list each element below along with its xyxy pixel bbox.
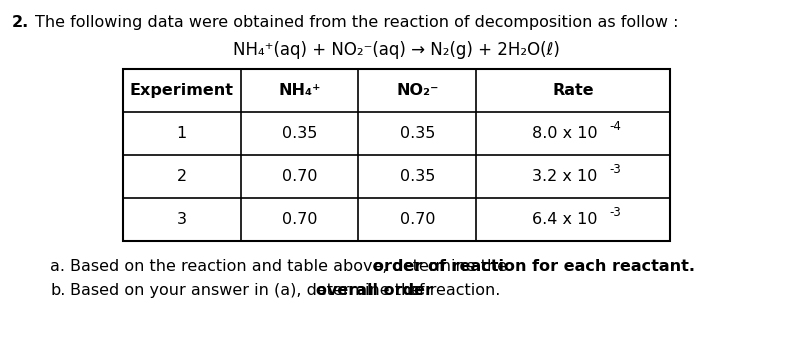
Text: 0.35: 0.35	[400, 126, 435, 141]
Text: 1: 1	[177, 126, 187, 141]
Text: 0.35: 0.35	[282, 126, 318, 141]
Text: The following data were obtained from the reaction of decomposition as follow :: The following data were obtained from th…	[35, 15, 679, 30]
Text: overall order: overall order	[316, 283, 433, 298]
Text: 0.70: 0.70	[399, 212, 435, 227]
Text: NO₂⁻: NO₂⁻	[396, 83, 439, 98]
Text: order of reaction for each reactant.: order of reaction for each reactant.	[373, 259, 695, 274]
Text: 2: 2	[177, 169, 187, 184]
Bar	[123, 69, 670, 241]
Text: NH₄⁺(aq) + NO₂⁻(aq) → N₂(g) + 2H₂O(ℓ): NH₄⁺(aq) + NO₂⁻(aq) → N₂(g) + 2H₂O(ℓ)	[233, 41, 559, 59]
Text: Rate: Rate	[552, 83, 594, 98]
Text: NH₄⁺: NH₄⁺	[278, 83, 321, 98]
Text: 0.70: 0.70	[282, 169, 318, 184]
Text: Based on your answer in (a), determine the: Based on your answer in (a), determine t…	[70, 283, 426, 298]
Text: 0.35: 0.35	[400, 169, 435, 184]
Text: a.: a.	[50, 259, 65, 274]
Text: 3: 3	[177, 212, 187, 227]
Text: Based on the reaction and table above, determine the: Based on the reaction and table above, d…	[70, 259, 512, 274]
Text: 2.: 2.	[12, 15, 29, 30]
Text: Experiment: Experiment	[130, 83, 234, 98]
Text: -3: -3	[609, 206, 621, 219]
Text: -3: -3	[609, 163, 621, 176]
Text: -4: -4	[609, 120, 621, 133]
Text: 0.70: 0.70	[282, 212, 318, 227]
Text: of reaction.: of reaction.	[405, 283, 501, 298]
Text: 6.4 x 10: 6.4 x 10	[532, 212, 598, 227]
Text: 3.2 x 10: 3.2 x 10	[532, 169, 598, 184]
Text: b.: b.	[50, 283, 66, 298]
Text: 8.0 x 10: 8.0 x 10	[532, 126, 598, 141]
